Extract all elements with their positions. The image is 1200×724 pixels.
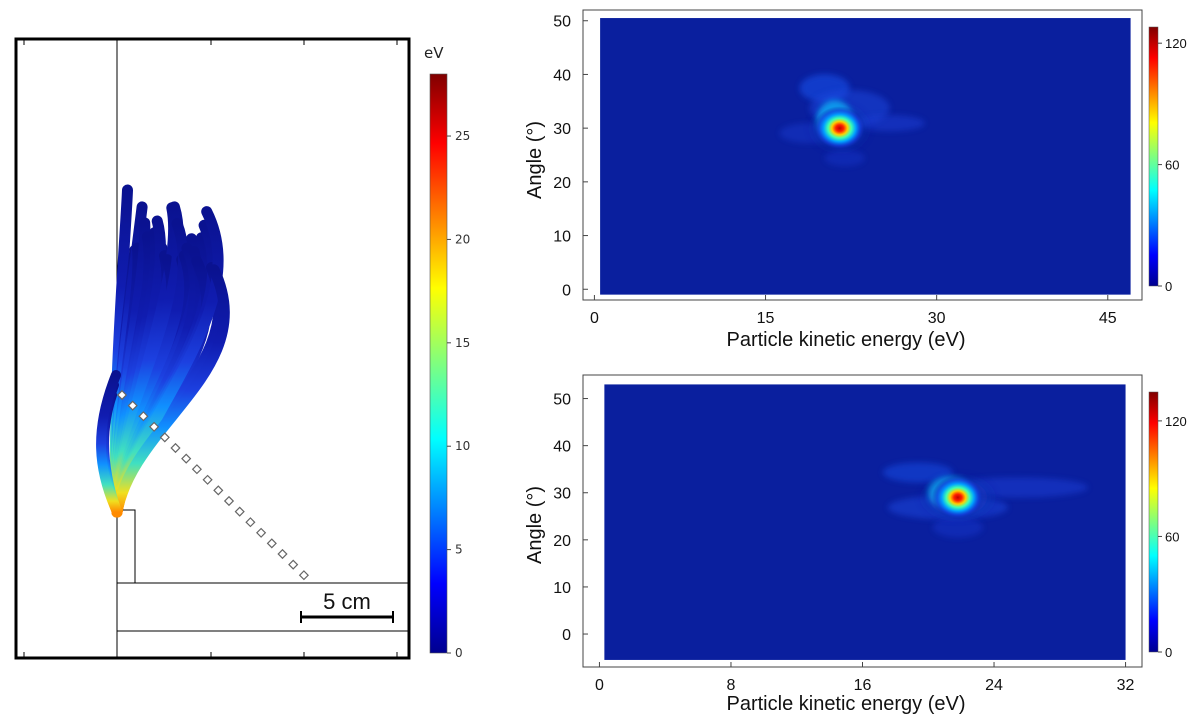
colorbar-ticks: 0 60 120: [1158, 414, 1187, 660]
peak-hotspot: [931, 475, 984, 520]
intensity-blob: [824, 150, 865, 167]
colorbar-tick-label: 120: [1165, 36, 1187, 51]
colorbar-tick-label: 0: [1165, 645, 1172, 660]
y-tick-label: 50: [553, 392, 571, 409]
colorbar-tick-label: 10: [455, 439, 470, 453]
detector-marker: [191, 464, 202, 475]
trajectories: [96, 184, 230, 518]
heatmap-field: [600, 18, 1131, 295]
colorbar-tick-label: 0: [1165, 279, 1172, 294]
geometry: [96, 40, 409, 658]
colorbar-tick-label: 120: [1165, 414, 1187, 429]
y-tick-label: 10: [553, 229, 571, 246]
heatmap-intensity: [882, 462, 1088, 538]
base-plate: [116, 582, 409, 632]
detector-marker: [266, 538, 277, 549]
y-tick-label: 30: [553, 486, 571, 503]
detector-marker: [181, 453, 192, 464]
y-tick-label: 30: [553, 121, 571, 138]
x-tick-label: 0: [590, 310, 599, 327]
colorbar-tick-label: 25: [455, 129, 470, 143]
detector-marker: [277, 548, 288, 560]
colorbar-tick-label: 0: [455, 646, 463, 660]
y-tick-label: 0: [562, 627, 571, 644]
frame-ticks: [23, 39, 398, 658]
x-tick-label: 0: [595, 677, 604, 694]
heatmap-bottom: 0 8 16 24 32 0 10 20 30 40 50 Particle kinetic ene…: [524, 374, 1187, 715]
scale-bar-label: 5 cm: [323, 589, 371, 614]
colorbar-ticks: 0 60 120: [1158, 36, 1187, 294]
colorbar: [1148, 391, 1159, 653]
x-tick-label: 45: [1099, 310, 1117, 327]
y-tick-label: 10: [553, 580, 571, 597]
detector-marker: [149, 421, 160, 432]
x-tick-label: 32: [1117, 677, 1135, 694]
detector-markers: [116, 389, 309, 581]
axis-ticks: 0 8 16 24 32 0 10 20 30 40 50: [553, 392, 1134, 694]
axis-ticks: 0 15 30 45 0 10 20 30 40 50: [553, 14, 1117, 327]
peak-hotspot: [813, 106, 866, 151]
y-tick-label: 0: [562, 282, 571, 299]
colorbar-unit: eV: [424, 44, 444, 62]
colorbar-tick-label: 60: [1165, 158, 1179, 173]
detector-marker: [202, 474, 213, 485]
x-tick-label: 15: [757, 310, 775, 327]
detector-marker: [159, 432, 170, 443]
heatmap-field: [604, 384, 1126, 660]
colorbar: [1148, 26, 1159, 287]
y-axis-label: Angle (°): [524, 121, 546, 199]
x-tick-label: 30: [928, 310, 946, 327]
source-block: [116, 509, 136, 584]
detector-marker: [127, 400, 138, 411]
colorbar-tick-label: 15: [455, 336, 470, 350]
detector-marker: [288, 559, 299, 570]
x-tick-label: 16: [854, 677, 872, 694]
trajectory-panel: 5 cm eV 0 5 10 15 20 25: [14, 37, 470, 660]
detector-marker: [256, 527, 267, 538]
intensity-blob: [932, 517, 983, 538]
detector-marker: [213, 485, 224, 496]
colorbar-energy: [429, 73, 448, 654]
y-axis-label: Angle (°): [524, 486, 546, 564]
y-tick-label: 40: [553, 439, 571, 456]
y-tick-label: 20: [553, 533, 571, 550]
heatmap-top: 0 15 30 45 0 10 20 30 40 50 Particle kinetic ener…: [524, 9, 1187, 351]
colorbar-tick-label: 5: [455, 543, 463, 557]
detector-marker: [234, 506, 245, 517]
colorbar-tick-label: 20: [455, 232, 470, 246]
y-tick-label: 40: [553, 67, 571, 84]
detector-marker: [223, 495, 235, 507]
detector-marker: [138, 411, 149, 422]
trajectory: [111, 264, 230, 518]
trajectory: [96, 370, 122, 517]
detector-marker: [116, 389, 128, 401]
x-tick-label: 8: [727, 677, 736, 694]
y-tick-label: 50: [553, 14, 571, 31]
y-tick-label: 20: [553, 175, 571, 192]
colorbar-ticks: 0 5 10 15 20 25: [447, 129, 470, 660]
detector-marker: [298, 570, 309, 581]
colorbar-tick-label: 60: [1165, 529, 1179, 544]
x-tick-label: 24: [985, 677, 1003, 694]
x-axis-label: Particle kinetic energy (eV): [727, 329, 966, 351]
detector-marker: [170, 442, 181, 454]
detector-marker: [245, 517, 256, 528]
heatmap-intensity: [779, 74, 925, 167]
x-axis-label: Particle kinetic energy (eV): [727, 693, 966, 715]
